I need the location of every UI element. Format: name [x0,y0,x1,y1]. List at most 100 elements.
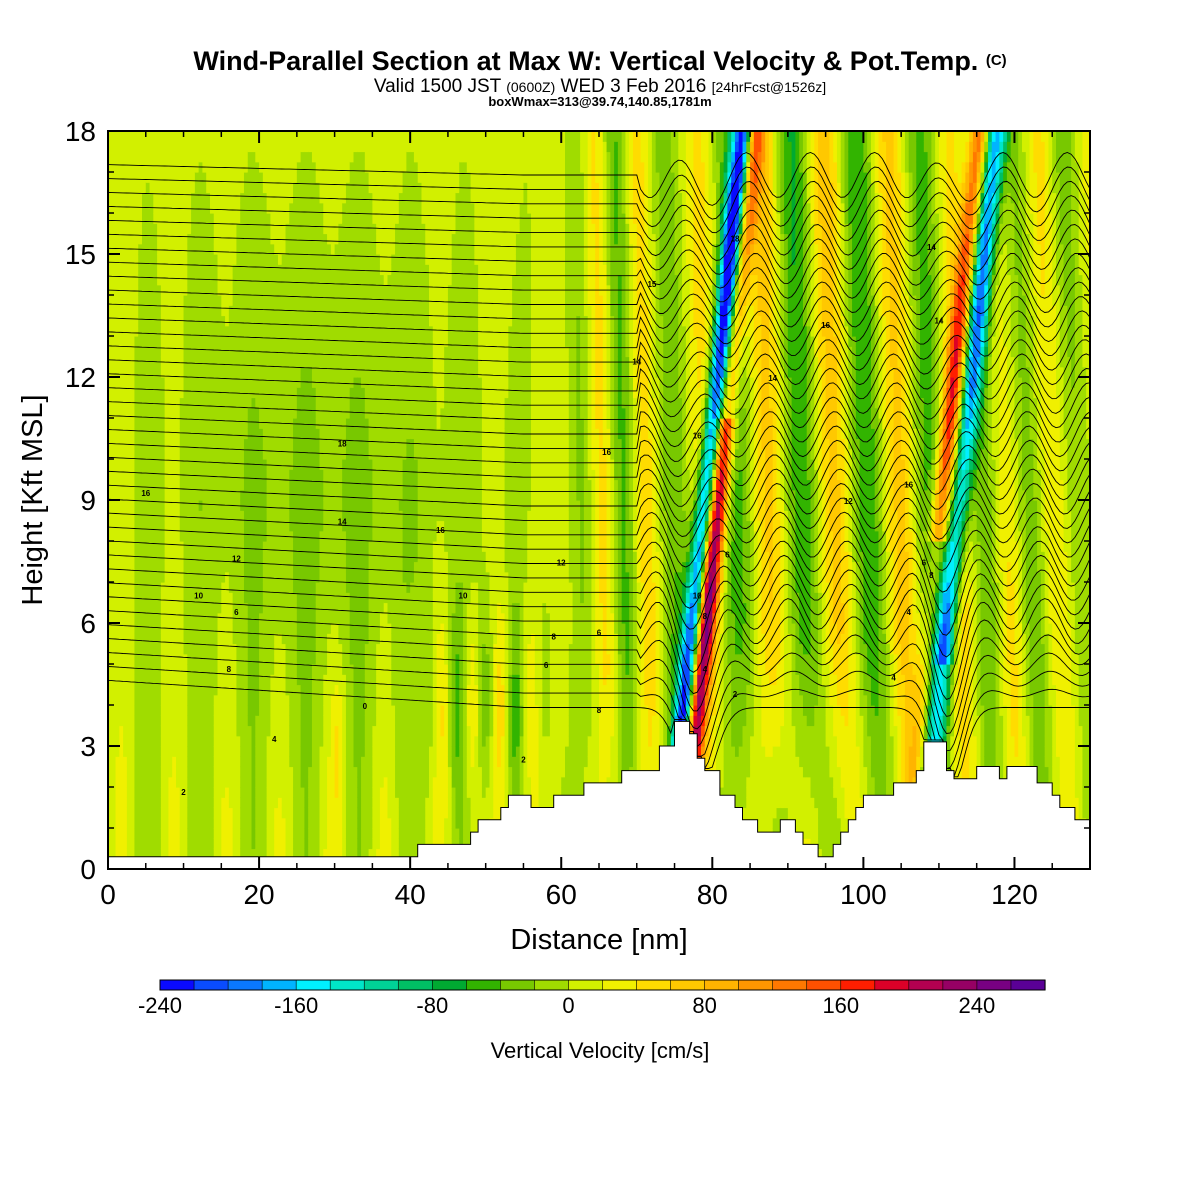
theta-label: 16 [141,489,150,498]
theta-label: 8 [929,571,934,580]
colorbar: -240 -160 -80 0 80 160 240 [138,979,1046,1018]
x-tick-label: 20 [243,879,274,910]
colorbar-swatch [636,979,672,991]
theta-label: 6 [234,608,239,617]
theta-label: 14 [934,317,943,326]
x-tick-label: 60 [546,879,577,910]
theta-label: 4 [703,665,708,674]
forecast-stamp: [24hrFcst@1526z] [712,79,827,95]
theta-label: 8 [703,612,708,621]
colorbar-swatch [908,979,944,991]
theta-label: 16 [821,321,830,330]
colorbar-swatch [227,979,263,991]
title-block: Wind-Parallel Section at Max W: Vertical… [193,46,1006,109]
theta-label: 2 [521,755,526,764]
chart-title: Wind-Parallel Section at Max W: Vertical… [193,46,1006,76]
y-tick-label: 15 [65,239,96,270]
theta-label: 6 [922,559,927,568]
valid-utc: (0600Z) [506,79,555,95]
colorbar-tick-label: -160 [274,993,318,1018]
title-mark: (C) [986,52,1007,69]
theta-label: 4 [272,735,277,744]
velocity-field [108,131,1090,860]
colorbar-swatch [1010,979,1046,991]
x-tick-label: 80 [697,879,728,910]
theta-label: 16 [693,432,702,441]
colorbar-tick-label: 0 [562,993,574,1018]
theta-label: 10 [459,591,468,600]
y-tick-label: 3 [80,731,96,762]
theta-label: 10 [194,591,203,600]
theta-label: 14 [927,243,936,252]
colorbar-swatch [534,979,570,991]
colorbar-swatch [976,979,1012,991]
colorbar-swatch [329,979,365,991]
colorbar-tick-label: 160 [822,993,859,1018]
colorbar-swatch [738,979,774,991]
theta-label: 2 [181,788,186,797]
y-axis: 0 3 6 9 12 15 18 [65,116,1090,885]
colorbar-swatch [193,979,229,991]
x-tick-label: 100 [840,879,887,910]
theta-label: 10 [693,591,702,600]
theta-label: 4 [906,608,911,617]
y-tick-label: 6 [80,608,96,639]
colorbar-label: Vertical Velocity [cm/s] [491,1038,710,1063]
theta-label: 14 [768,374,777,383]
colorbar-tick-label: 240 [959,993,996,1018]
colorbar-tick-label: -80 [416,993,448,1018]
colorbar-swatch [670,979,706,991]
theta-label: 16 [904,481,913,490]
colorbar-swatch [942,979,978,991]
colorbar-swatch [704,979,740,991]
theta-contour-labels: 2486101216141801016268126816141516108462… [141,235,944,798]
theta-label: 12 [844,497,853,506]
theta-label: 8 [227,665,232,674]
theta-label: 8 [551,632,556,641]
colorbar-swatch [432,979,467,991]
valid-time-line: Valid 1500 JST (0600Z) WED 3 Feb 2016 [2… [374,76,826,97]
theta-label: 0 [363,702,368,711]
colorbar-swatch [602,979,638,991]
colorbar-swatch [466,979,501,991]
y-tick-label: 12 [65,362,96,393]
theta-label: 2 [733,690,738,699]
colorbar-swatch [840,979,876,991]
theta-contours [108,152,1090,779]
colorbar-swatch [159,979,195,991]
x-axis: 0 20 40 60 80 100 120 [100,131,1053,910]
y-axis-label: Height [Kft MSL] [17,394,49,605]
colorbar-tick-label: -240 [138,993,182,1018]
colorbar-swatch [500,979,536,991]
theta-label: 18 [731,235,740,244]
theta-label: 8 [597,706,602,715]
theta-label: 18 [338,440,347,449]
theta-label: 14 [632,358,641,367]
theta-label: 6 [544,661,549,670]
colorbar-swatch [295,979,331,991]
terrain-mask [108,720,1090,869]
y-tick-label: 18 [65,116,96,147]
colorbar-swatch [568,979,604,991]
theta-label: 6 [725,550,730,559]
colorbar-swatch [261,979,297,991]
colorbar-swatch [806,979,842,991]
colorbar-swatch [397,979,433,991]
colorbar-swatch [874,979,910,991]
colorbar-tick-label: 80 [692,993,716,1018]
theta-label: 15 [647,280,656,289]
x-tick-label: 0 [100,879,116,910]
theta-label: 14 [338,518,347,527]
y-tick-label: 0 [80,854,96,885]
theta-label: 12 [557,559,566,568]
x-tick-label: 120 [991,879,1038,910]
x-tick-label: 40 [395,879,426,910]
colorbar-swatch [363,979,399,991]
theta-label: 12 [232,555,241,564]
theta-label: 16 [436,526,445,535]
plot-area: 2486101216141801016268126816141516108462… [107,130,1091,870]
colorbar-swatch [772,979,808,991]
box-wmax-info: boxWmax=313@39.74,140.85,1781m [488,94,711,109]
theta-label: 6 [597,628,602,637]
